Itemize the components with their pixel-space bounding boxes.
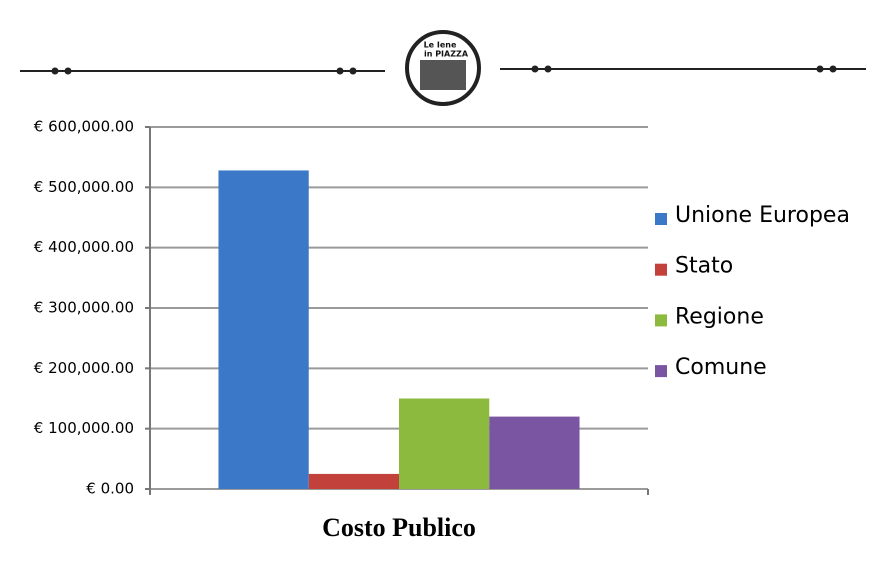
legend-label: Comune xyxy=(675,355,767,380)
bar xyxy=(399,398,490,489)
y-tick-label: € 100,000.00 xyxy=(34,419,134,437)
legend-swatch xyxy=(655,263,667,276)
logo-text: Le Iene xyxy=(424,41,457,50)
y-tick-label: € 400,000.00 xyxy=(34,238,134,256)
x-tick-label: Costo Publico xyxy=(322,513,476,542)
legend-swatch xyxy=(655,365,667,378)
y-tick-label: € 300,000.00 xyxy=(34,299,134,317)
legend-label: Unione Europea xyxy=(675,203,850,228)
y-tick-label: € 600,000.00 xyxy=(34,118,134,136)
legend-label: Stato xyxy=(675,254,733,279)
logo-text: in PIAZZA xyxy=(424,50,469,59)
bar xyxy=(308,473,399,489)
bar xyxy=(218,170,309,489)
legend-label: Regione xyxy=(675,304,764,329)
y-tick-label: € 0.00 xyxy=(86,480,134,498)
y-tick-label: € 500,000.00 xyxy=(34,178,134,196)
y-tick-label: € 200,000.00 xyxy=(34,359,134,377)
header-ornament xyxy=(20,30,866,106)
legend-swatch xyxy=(655,314,667,327)
bar xyxy=(489,416,580,489)
legend-swatch xyxy=(655,213,667,225)
